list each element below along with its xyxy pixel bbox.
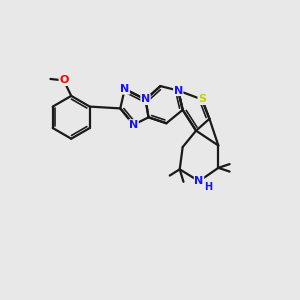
Text: N: N xyxy=(120,84,129,94)
Text: N: N xyxy=(141,94,150,104)
Text: O: O xyxy=(59,76,68,85)
Text: N: N xyxy=(194,176,204,186)
Text: N: N xyxy=(174,85,183,96)
Text: S: S xyxy=(198,94,206,104)
Text: H: H xyxy=(204,182,212,192)
Text: N: N xyxy=(129,120,138,130)
